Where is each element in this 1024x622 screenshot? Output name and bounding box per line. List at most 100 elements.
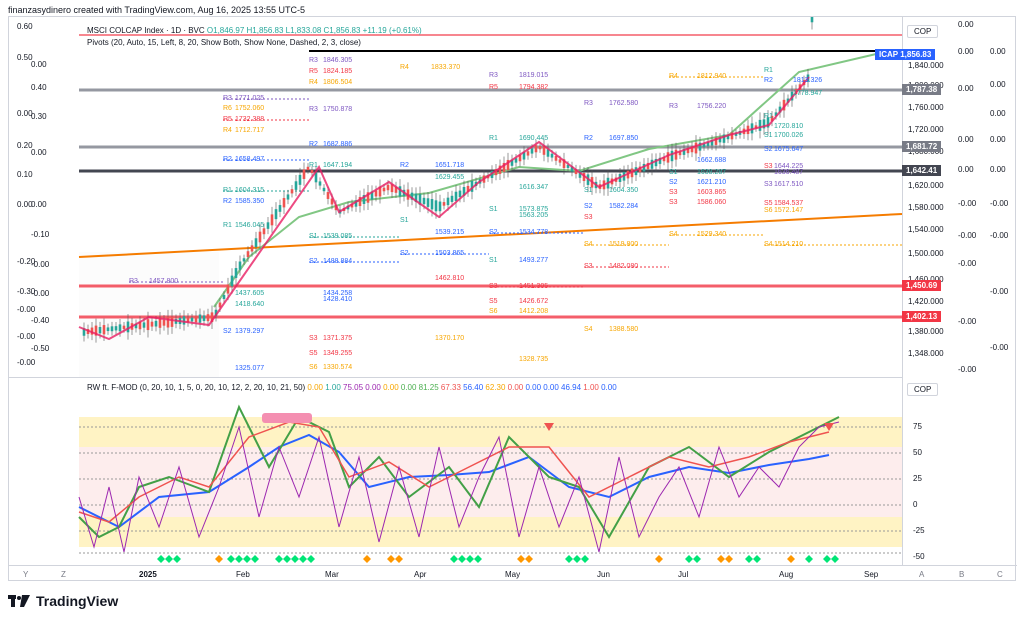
candle-body: [810, 17, 814, 23]
candle-body: [414, 193, 418, 203]
price-tag: 1,450.69: [902, 280, 942, 291]
signal-diamond: [753, 555, 761, 563]
candle-body: [762, 119, 766, 129]
pivot-label: 1833.370: [431, 64, 461, 71]
corner-button[interactable]: Z: [61, 570, 66, 579]
signal-diamond: [565, 555, 573, 563]
right-extra-label: 0.00: [990, 165, 1006, 174]
pivot-label: 1534.778: [519, 229, 549, 236]
pivot-label: S2: [489, 229, 498, 236]
oscillator-pane[interactable]: [9, 377, 902, 565]
pivot-label: R1: [489, 135, 498, 142]
pivot-label: S3: [764, 181, 773, 188]
symbol-legend[interactable]: MSCI COLCAP Index · 1D · BVC O1,846.97 H…: [87, 26, 422, 35]
pivot-label: S5: [309, 350, 318, 357]
pivot-label: 1426.672: [519, 298, 549, 305]
signal-diamond: [655, 555, 663, 563]
candle-body: [354, 200, 358, 207]
osc-value: 0.00: [398, 383, 417, 392]
signal-diamond: [157, 555, 165, 563]
candle-body: [686, 148, 690, 154]
pivot-label: R2: [764, 77, 773, 84]
right-extra-label: -0.00: [990, 343, 1009, 352]
osc-green-line: [78, 404, 840, 539]
signal-diamond: [291, 555, 299, 563]
pivot-label: S2: [400, 250, 409, 257]
pane-separator[interactable]: [9, 377, 902, 378]
chart-frame[interactable]: MSCI COLCAP Index · 1D · BVC O1,846.97 H…: [8, 16, 1017, 582]
candle-body: [290, 189, 294, 194]
corner-button[interactable]: C: [997, 570, 1003, 579]
time-axis-label: Apr: [414, 570, 427, 579]
pivot-label: S2: [309, 258, 318, 265]
signal-diamond: [235, 555, 243, 563]
osc-scale-label: 0: [913, 500, 918, 509]
signal-diamond: [307, 555, 315, 563]
price-pane[interactable]: [9, 17, 902, 377]
oscillator-legend[interactable]: RW ft. F-MOD (0, 20, 10, 1, 5, 0, 20, 10…: [87, 383, 617, 392]
candle-body: [418, 194, 422, 205]
pivot-label: S1: [309, 233, 318, 240]
signal-diamond: [823, 555, 831, 563]
pivot-label: 1644.225: [774, 163, 804, 170]
left-scale-label: 0.40: [31, 83, 47, 92]
pivot-label: S3: [309, 335, 318, 342]
corner-button[interactable]: B: [959, 570, 965, 579]
corner-button[interactable]: A: [919, 570, 925, 579]
left-scale-label: -0.30: [17, 287, 36, 296]
pivot-label: S3: [584, 263, 593, 270]
osc-purple-line: [78, 421, 840, 553]
signal-diamond: [725, 555, 733, 563]
corner-button[interactable]: Y: [23, 570, 29, 579]
pivot-label: 1418.640: [235, 301, 265, 308]
ohlc-close: C1,856.83: [323, 26, 361, 35]
pivot-label: S2: [669, 179, 678, 186]
signal-diamond: [243, 555, 251, 563]
pivot-label: 1388.580: [609, 326, 639, 333]
signal-diamond: [458, 555, 466, 563]
pivot-label: 1617.510: [774, 181, 804, 188]
osc-currency-button[interactable]: COP: [907, 383, 939, 396]
pivot-label: 1603.865: [697, 189, 727, 196]
pivot-label: 1846.305: [323, 57, 353, 64]
right-extra-label: -0.00: [990, 287, 1009, 296]
osc-scale-label: -25: [913, 526, 925, 535]
signal-diamond: [395, 555, 403, 563]
right-price-scale[interactable]: 1,840.0001,800.0001,760.0001,720.0001,68…: [902, 17, 1017, 377]
osc-blue-line: [78, 433, 830, 529]
time-axis[interactable]: 2025 Feb Mar Apr May Jun Jul Aug Sep Y Z A B C: [9, 565, 1017, 582]
signal-diamond: [517, 555, 525, 563]
candle-body: [170, 316, 174, 327]
left-scale-label: 0.50: [17, 53, 33, 62]
pivots-legend[interactable]: Pivots (20, Auto, 15, Left, 8, 20, Show …: [87, 38, 361, 47]
pivot-label: R4: [223, 127, 232, 134]
osc-scale-label: 25: [913, 474, 922, 483]
pivot-label: 1546.045: [235, 222, 265, 229]
price-scale-label: 1,720.000: [908, 125, 944, 134]
pivot-label: R5: [309, 68, 318, 75]
candle-body: [158, 318, 162, 328]
osc-value: 62.30: [483, 383, 506, 392]
candle-body: [90, 327, 94, 335]
osc-value: 0.00: [307, 383, 323, 392]
right-extra-label: -0.00: [958, 365, 977, 374]
currency-button[interactable]: COP: [907, 25, 939, 38]
pivot-label: R3: [489, 72, 498, 79]
tradingview-logo-icon: [8, 595, 30, 607]
signal-diamond: [693, 555, 701, 563]
pivot-label: S1: [489, 206, 498, 213]
right-extra-label: 0.00: [958, 47, 974, 56]
pivot-label: 1621.210: [697, 179, 727, 186]
pivot-label: S5: [489, 298, 498, 305]
candle-body: [306, 166, 310, 171]
candle-body: [526, 151, 530, 156]
candle-body: [226, 284, 230, 294]
candle-body: [546, 149, 550, 157]
candle-body: [758, 119, 762, 131]
candle-body: [374, 190, 378, 197]
left-scale[interactable]: 0.60 0.00 0.50 0.40 0.00 0.30 0.20 0.00 0.10 0.00…: [9, 17, 89, 377]
candle-body: [454, 191, 458, 202]
left-scale-label: 0.10: [17, 170, 33, 179]
signal-diamond: [251, 555, 259, 563]
candle-body: [702, 143, 706, 148]
